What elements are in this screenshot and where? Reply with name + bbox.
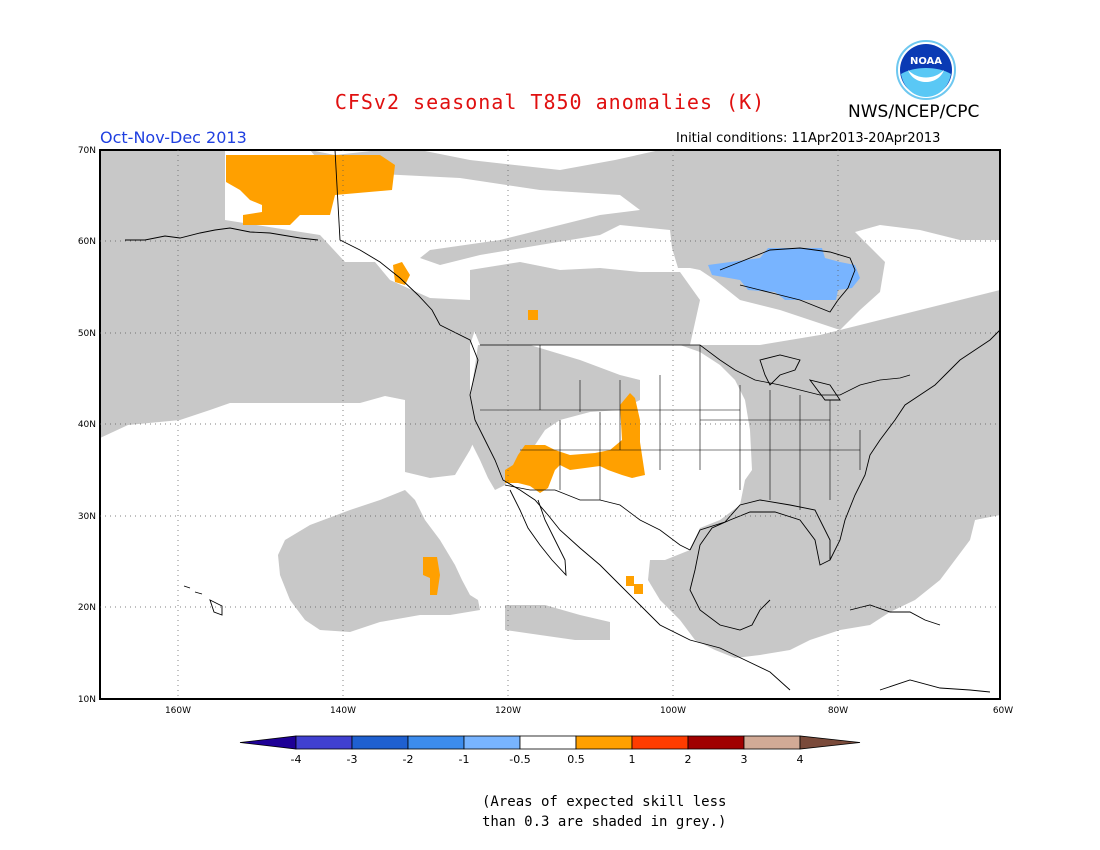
anomaly-hudson-bay xyxy=(708,248,860,300)
colorbar-left-arrow xyxy=(239,735,297,750)
colorbar-swatch xyxy=(519,735,577,750)
colorbar-swatch xyxy=(351,735,409,750)
lon-tick-label: 140W xyxy=(330,706,356,716)
lon-tick-label: 120W xyxy=(495,706,521,716)
footnote-line1: (Areas of expected skill less xyxy=(482,794,727,810)
colorbar-swatch xyxy=(743,735,801,750)
axis-labels: 70N 60N 50N 40N 30N 20N 10N 160W 140W 120W 100W 80W… xyxy=(78,146,1013,716)
state-lines xyxy=(480,345,861,510)
grey-region-western-canada xyxy=(470,262,700,345)
border-us-mexico xyxy=(504,484,691,551)
lon-tick-label: 60W xyxy=(993,706,1013,716)
anomaly-bc-coast xyxy=(393,262,410,285)
coast-hawaii xyxy=(183,585,223,616)
negative-anomaly-shading xyxy=(708,248,860,300)
coastlines-and-borders xyxy=(125,149,1001,693)
colorbar-tick-label: 4 xyxy=(797,753,804,766)
noaa-logo-icon: NOAA xyxy=(896,40,956,100)
grey-region-southwest xyxy=(470,345,640,490)
lat-tick-label: 70N xyxy=(78,146,96,156)
map-frame xyxy=(99,149,1001,700)
lon-tick-label: 160W xyxy=(165,706,191,716)
colorbar-swatch xyxy=(631,735,689,750)
forecast-period: Oct-Nov-Dec 2013 xyxy=(100,128,247,147)
colorbar-tick-label: -2 xyxy=(403,753,414,766)
lon-tick-label: 80W xyxy=(828,706,848,716)
initial-conditions: Initial conditions: 11Apr2013-20Apr2013 xyxy=(676,131,941,146)
lon-tick-label: 100W xyxy=(660,706,686,716)
low-skill-shading xyxy=(100,150,1000,658)
coast-baja xyxy=(509,489,567,577)
coast-gulf xyxy=(689,499,831,631)
lat-tick-label: 10N xyxy=(78,695,96,705)
colorbar-swatch xyxy=(463,735,521,750)
colorbar-tick-label: -4 xyxy=(291,753,302,766)
colorbar-tick-label: -3 xyxy=(347,753,358,766)
great-lakes xyxy=(759,354,841,401)
noaa-logo-text: NOAA xyxy=(910,56,942,67)
border-us-canada xyxy=(480,344,911,396)
colorbar-swatch xyxy=(687,735,745,750)
lat-tick-label: 30N xyxy=(78,512,96,522)
anomaly-hudson-dot xyxy=(528,310,538,320)
anomaly-sw-us xyxy=(505,393,645,493)
lat-tick-label: 60N xyxy=(78,237,96,247)
coast-alaska xyxy=(334,149,441,326)
grey-region-mexico-pacific xyxy=(505,605,610,640)
coast-aleutians xyxy=(125,227,319,241)
colorbar-tick-label: -1 xyxy=(459,753,470,766)
positive-anomaly-shading xyxy=(226,155,645,595)
colorbar-tick-label: 1 xyxy=(629,753,636,766)
lat-tick-label: 20N xyxy=(78,603,96,613)
coast-hudson-bay xyxy=(719,247,856,313)
anomaly-alaska xyxy=(226,155,395,225)
grey-region-central-pacific xyxy=(278,490,480,632)
colorbar-tick-label: 0.5 xyxy=(567,753,585,766)
colorbar-swatch xyxy=(575,735,633,750)
colorbar-tick-label: 3 xyxy=(741,753,748,766)
footnote-line2: than 0.3 are shaded in grey.) xyxy=(482,814,727,830)
anomaly-mexico-dots xyxy=(626,576,643,594)
grey-region-eastern-us xyxy=(648,290,1000,658)
footnote: (Areas of expected skill less than 0.3 a… xyxy=(482,792,726,832)
colorbar-swatch xyxy=(295,735,353,750)
colorbar-tick-label: 2 xyxy=(685,753,692,766)
organization-label: NWS/NCEP/CPC xyxy=(848,102,980,122)
coast-west-us xyxy=(439,324,791,691)
colorbar-swatch xyxy=(407,735,465,750)
gridlines xyxy=(100,150,1000,699)
lat-tick-label: 50N xyxy=(78,329,96,339)
coast-east-us xyxy=(829,329,1001,561)
colorbar-tick-label: -0.5 xyxy=(509,753,530,766)
chart-title: CFSv2 seasonal T850 anomalies (K) xyxy=(334,90,766,114)
anomaly-pacific-west xyxy=(423,557,440,595)
colorbar: -4 -3 -2 -1 -0.5 0.5 1 2 3 4 xyxy=(239,735,861,766)
colorbar-right-arrow xyxy=(799,735,861,750)
coast-caribbean xyxy=(849,604,991,693)
grey-region-north-pacific xyxy=(100,150,478,478)
lat-tick-label: 40N xyxy=(78,420,96,430)
